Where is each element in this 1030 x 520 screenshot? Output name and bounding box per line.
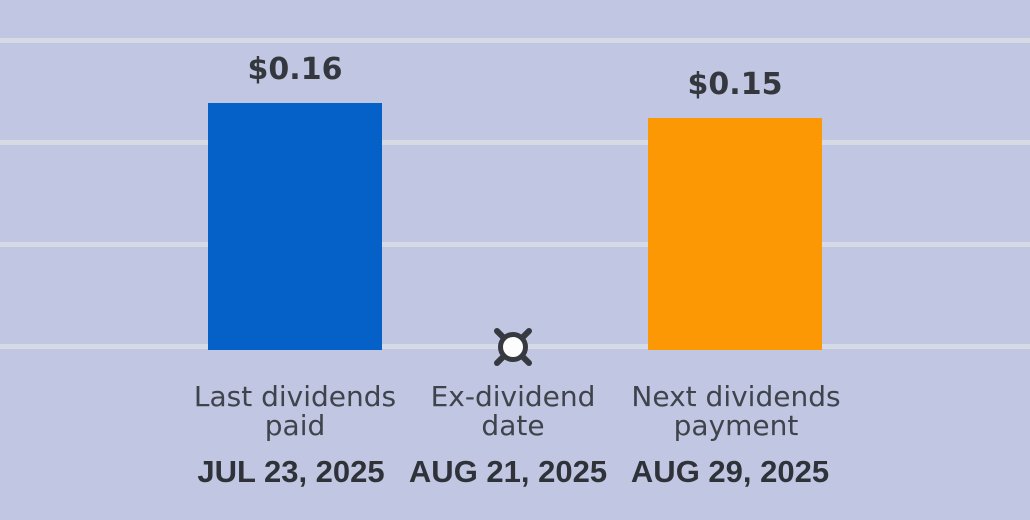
category-label-next-dividends-payment: Next dividends payment <box>631 382 840 440</box>
ex-dividend-circle-x-icon[interactable] <box>489 323 537 371</box>
value-label-last-dividends: $0.16 <box>247 52 343 87</box>
date-label-aug-29-2025: AUG 29, 2025 <box>630 454 830 489</box>
category-label-line: Ex-dividend <box>430 380 596 413</box>
value-label-next-dividends: $0.15 <box>687 67 783 102</box>
gridline <box>0 242 1030 247</box>
category-label-line: Last dividends <box>193 380 397 413</box>
category-label-last-dividends-paid: Last dividends paid <box>194 382 396 440</box>
date-label-aug-21-2025: AUG 21, 2025 <box>408 454 608 489</box>
category-label-line: date <box>481 409 545 442</box>
category-label-line: payment <box>673 409 799 442</box>
bar-next-dividends-payment[interactable] <box>648 118 822 350</box>
category-label-line: Next dividends <box>631 380 841 413</box>
gridline <box>0 38 1030 43</box>
date-label-jul-23-2025: JUL 23, 2025 <box>197 454 385 489</box>
bar-last-dividends-paid[interactable] <box>208 103 382 350</box>
category-label-ex-dividend-date: Ex-dividend date <box>431 382 596 440</box>
gridline <box>0 140 1030 145</box>
category-label-line: paid <box>264 409 326 442</box>
